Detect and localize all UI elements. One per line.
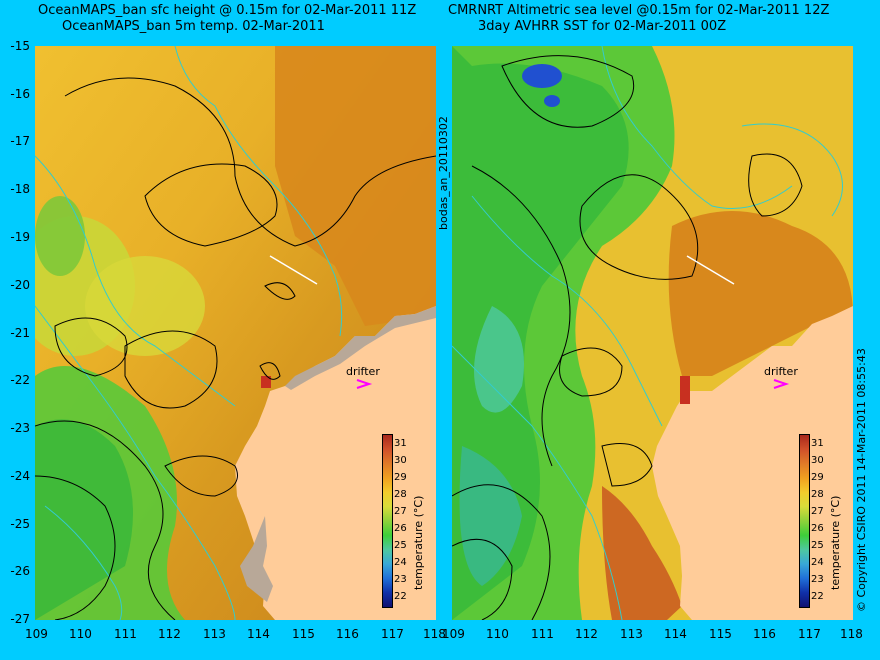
left-colorbar-tick: 28 <box>394 489 407 500</box>
right-colorbar-tick: 31 <box>811 438 824 449</box>
left-drifter-marker <box>356 379 373 389</box>
y-tick: -21 <box>10 326 30 340</box>
x-tick: 116 <box>753 627 776 641</box>
left-colorbar-tick: 25 <box>394 540 407 551</box>
x-tick: 112 <box>575 627 598 641</box>
left-title-line2: OceanMAPS_ban 5m temp. 02-Mar-2011 <box>62 19 325 34</box>
right-transect-line <box>686 255 735 285</box>
right-colorbar-tick: 27 <box>811 506 824 517</box>
x-tick: 117 <box>798 627 821 641</box>
x-tick: 118 <box>840 627 863 641</box>
right-map-panel <box>452 46 853 620</box>
left-shelf-grey <box>285 306 436 390</box>
left-title-line1: OceanMAPS_ban sfc height @ 0.15m for 02-… <box>38 3 417 18</box>
y-tick: -19 <box>10 230 30 244</box>
right-colorbar <box>799 434 810 608</box>
right-colorbar-tick: 26 <box>811 523 824 534</box>
left-map-panel <box>35 46 436 620</box>
left-cool-patch-3 <box>35 196 85 276</box>
x-tick: 113 <box>620 627 643 641</box>
left-black-contours <box>35 77 436 620</box>
right-colorbar-tick: 25 <box>811 540 824 551</box>
left-colorbar-tick: 30 <box>394 455 407 466</box>
right-black-contours <box>452 55 803 620</box>
right-drifter-label: drifter <box>764 365 798 378</box>
left-colorbar-tick: 29 <box>394 472 407 483</box>
right-title-line1: CMRNRT Altimetric sea level @0.15m for 0… <box>448 3 830 18</box>
run-label: bodas_an_20110302 <box>437 116 450 230</box>
left-cool-patch-2 <box>85 256 205 356</box>
x-tick: 114 <box>664 627 687 641</box>
y-tick: -24 <box>10 469 30 483</box>
x-tick: 117 <box>381 627 404 641</box>
x-tick: 114 <box>247 627 270 641</box>
left-colorbar-label: temperature (°C) <box>412 495 425 590</box>
left-drifter-label: drifter <box>346 365 380 378</box>
left-transect-line <box>269 255 318 285</box>
left-colorbar-tick: 24 <box>394 557 407 568</box>
right-blue-patch <box>522 64 562 88</box>
left-colorbar-tick: 31 <box>394 438 407 449</box>
y-tick: -26 <box>10 564 30 578</box>
right-colorbar-tick: 22 <box>811 591 824 602</box>
x-tick: 109 <box>442 627 465 641</box>
left-colorbar <box>382 434 393 608</box>
left-warm-region <box>275 46 436 326</box>
right-colorbar-label: temperature (°C) <box>829 495 842 590</box>
x-tick: 116 <box>336 627 359 641</box>
y-tick: -25 <box>10 517 30 531</box>
x-tick: 111 <box>531 627 554 641</box>
right-hot-coast <box>602 486 682 620</box>
y-tick: -18 <box>10 182 30 196</box>
right-title-line2: 3day AVHRR SST for 02-Mar-2011 00Z <box>478 19 727 34</box>
x-tick: 110 <box>69 627 92 641</box>
right-colorbar-tick: 23 <box>811 574 824 585</box>
y-tick: -27 <box>10 612 30 626</box>
right-red-cell <box>680 376 690 404</box>
left-colorbar-tick: 27 <box>394 506 407 517</box>
x-tick: 112 <box>158 627 181 641</box>
y-tick: -15 <box>10 39 30 53</box>
right-colorbar-tick: 30 <box>811 455 824 466</box>
y-tick: -17 <box>10 134 30 148</box>
y-tick: -23 <box>10 421 30 435</box>
x-tick: 115 <box>292 627 315 641</box>
copyright-label: © Copyright CSIRO 2011 14-Mar-2011 08:55… <box>855 348 868 612</box>
right-colorbar-tick: 28 <box>811 489 824 500</box>
right-cyan-contours <box>452 46 843 620</box>
x-tick: 110 <box>486 627 509 641</box>
x-tick: 109 <box>25 627 48 641</box>
right-colorbar-tick: 29 <box>811 472 824 483</box>
x-tick: 115 <box>709 627 732 641</box>
x-tick: 113 <box>203 627 226 641</box>
y-tick: -20 <box>10 278 30 292</box>
left-colorbar-tick: 23 <box>394 574 407 585</box>
left-island <box>240 516 273 602</box>
left-cyan-contours <box>35 46 343 620</box>
left-red-cell <box>261 376 271 388</box>
y-tick: -22 <box>10 373 30 387</box>
left-colorbar-tick: 22 <box>394 591 407 602</box>
x-tick: 111 <box>114 627 137 641</box>
x-tick: 118 <box>423 627 446 641</box>
left-colorbar-tick: 26 <box>394 523 407 534</box>
y-tick: -16 <box>10 87 30 101</box>
right-warm-region <box>668 211 853 376</box>
right-colorbar-tick: 24 <box>811 557 824 568</box>
right-drifter-marker <box>773 379 790 389</box>
